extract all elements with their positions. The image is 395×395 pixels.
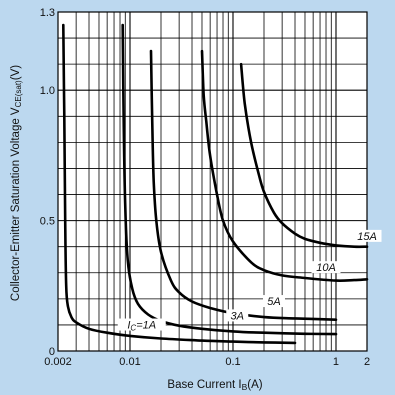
curve-label: 3A (231, 310, 244, 322)
curve-10a (200, 49, 369, 282)
x-tick-label: 0.002 (44, 356, 72, 368)
y-axis-title: Collector-Emitter Saturation Voltage VCE… (10, 65, 23, 301)
x-tick-labels: 0.002 0.01 0.1 1 2 (44, 356, 370, 368)
x-tick-label: 1 (333, 356, 339, 368)
x-axis-title: Base Current IB(A) (167, 379, 262, 392)
y-tick-label: 0 (49, 346, 55, 358)
curve-3a (121, 23, 338, 336)
x-tick-label: 2 (364, 356, 370, 368)
curve-label: 10A (316, 262, 336, 274)
curve-label-bg (311, 261, 341, 274)
curve-5a (149, 49, 338, 321)
x-tick-label: 0.01 (119, 356, 140, 368)
curve-label-bg (262, 295, 285, 308)
curve-label-bg (352, 229, 382, 242)
curve-15a (239, 62, 369, 249)
curve-ic-1a (62, 23, 297, 345)
curve-label: IC=1A (127, 320, 156, 333)
y-tick-label: 1.0 (40, 85, 55, 97)
curve-labels: IC=1A 3A 5A 10A 15A (117, 229, 382, 333)
x-tick-label: 0.1 (225, 356, 240, 368)
curve-label-bg (117, 318, 166, 331)
curve-label: 5A (267, 296, 280, 308)
plot-frame (57, 11, 368, 352)
y-tick-label: 1.3 (40, 7, 55, 19)
y-tick-labels: 0 0.5 1.0 1.3 (40, 7, 55, 358)
curve-label: 15A (357, 231, 377, 243)
y-tick-label: 0.5 (40, 216, 55, 228)
curves (62, 23, 369, 345)
plot-area (58, 12, 367, 351)
curve-label-bg (226, 309, 249, 322)
